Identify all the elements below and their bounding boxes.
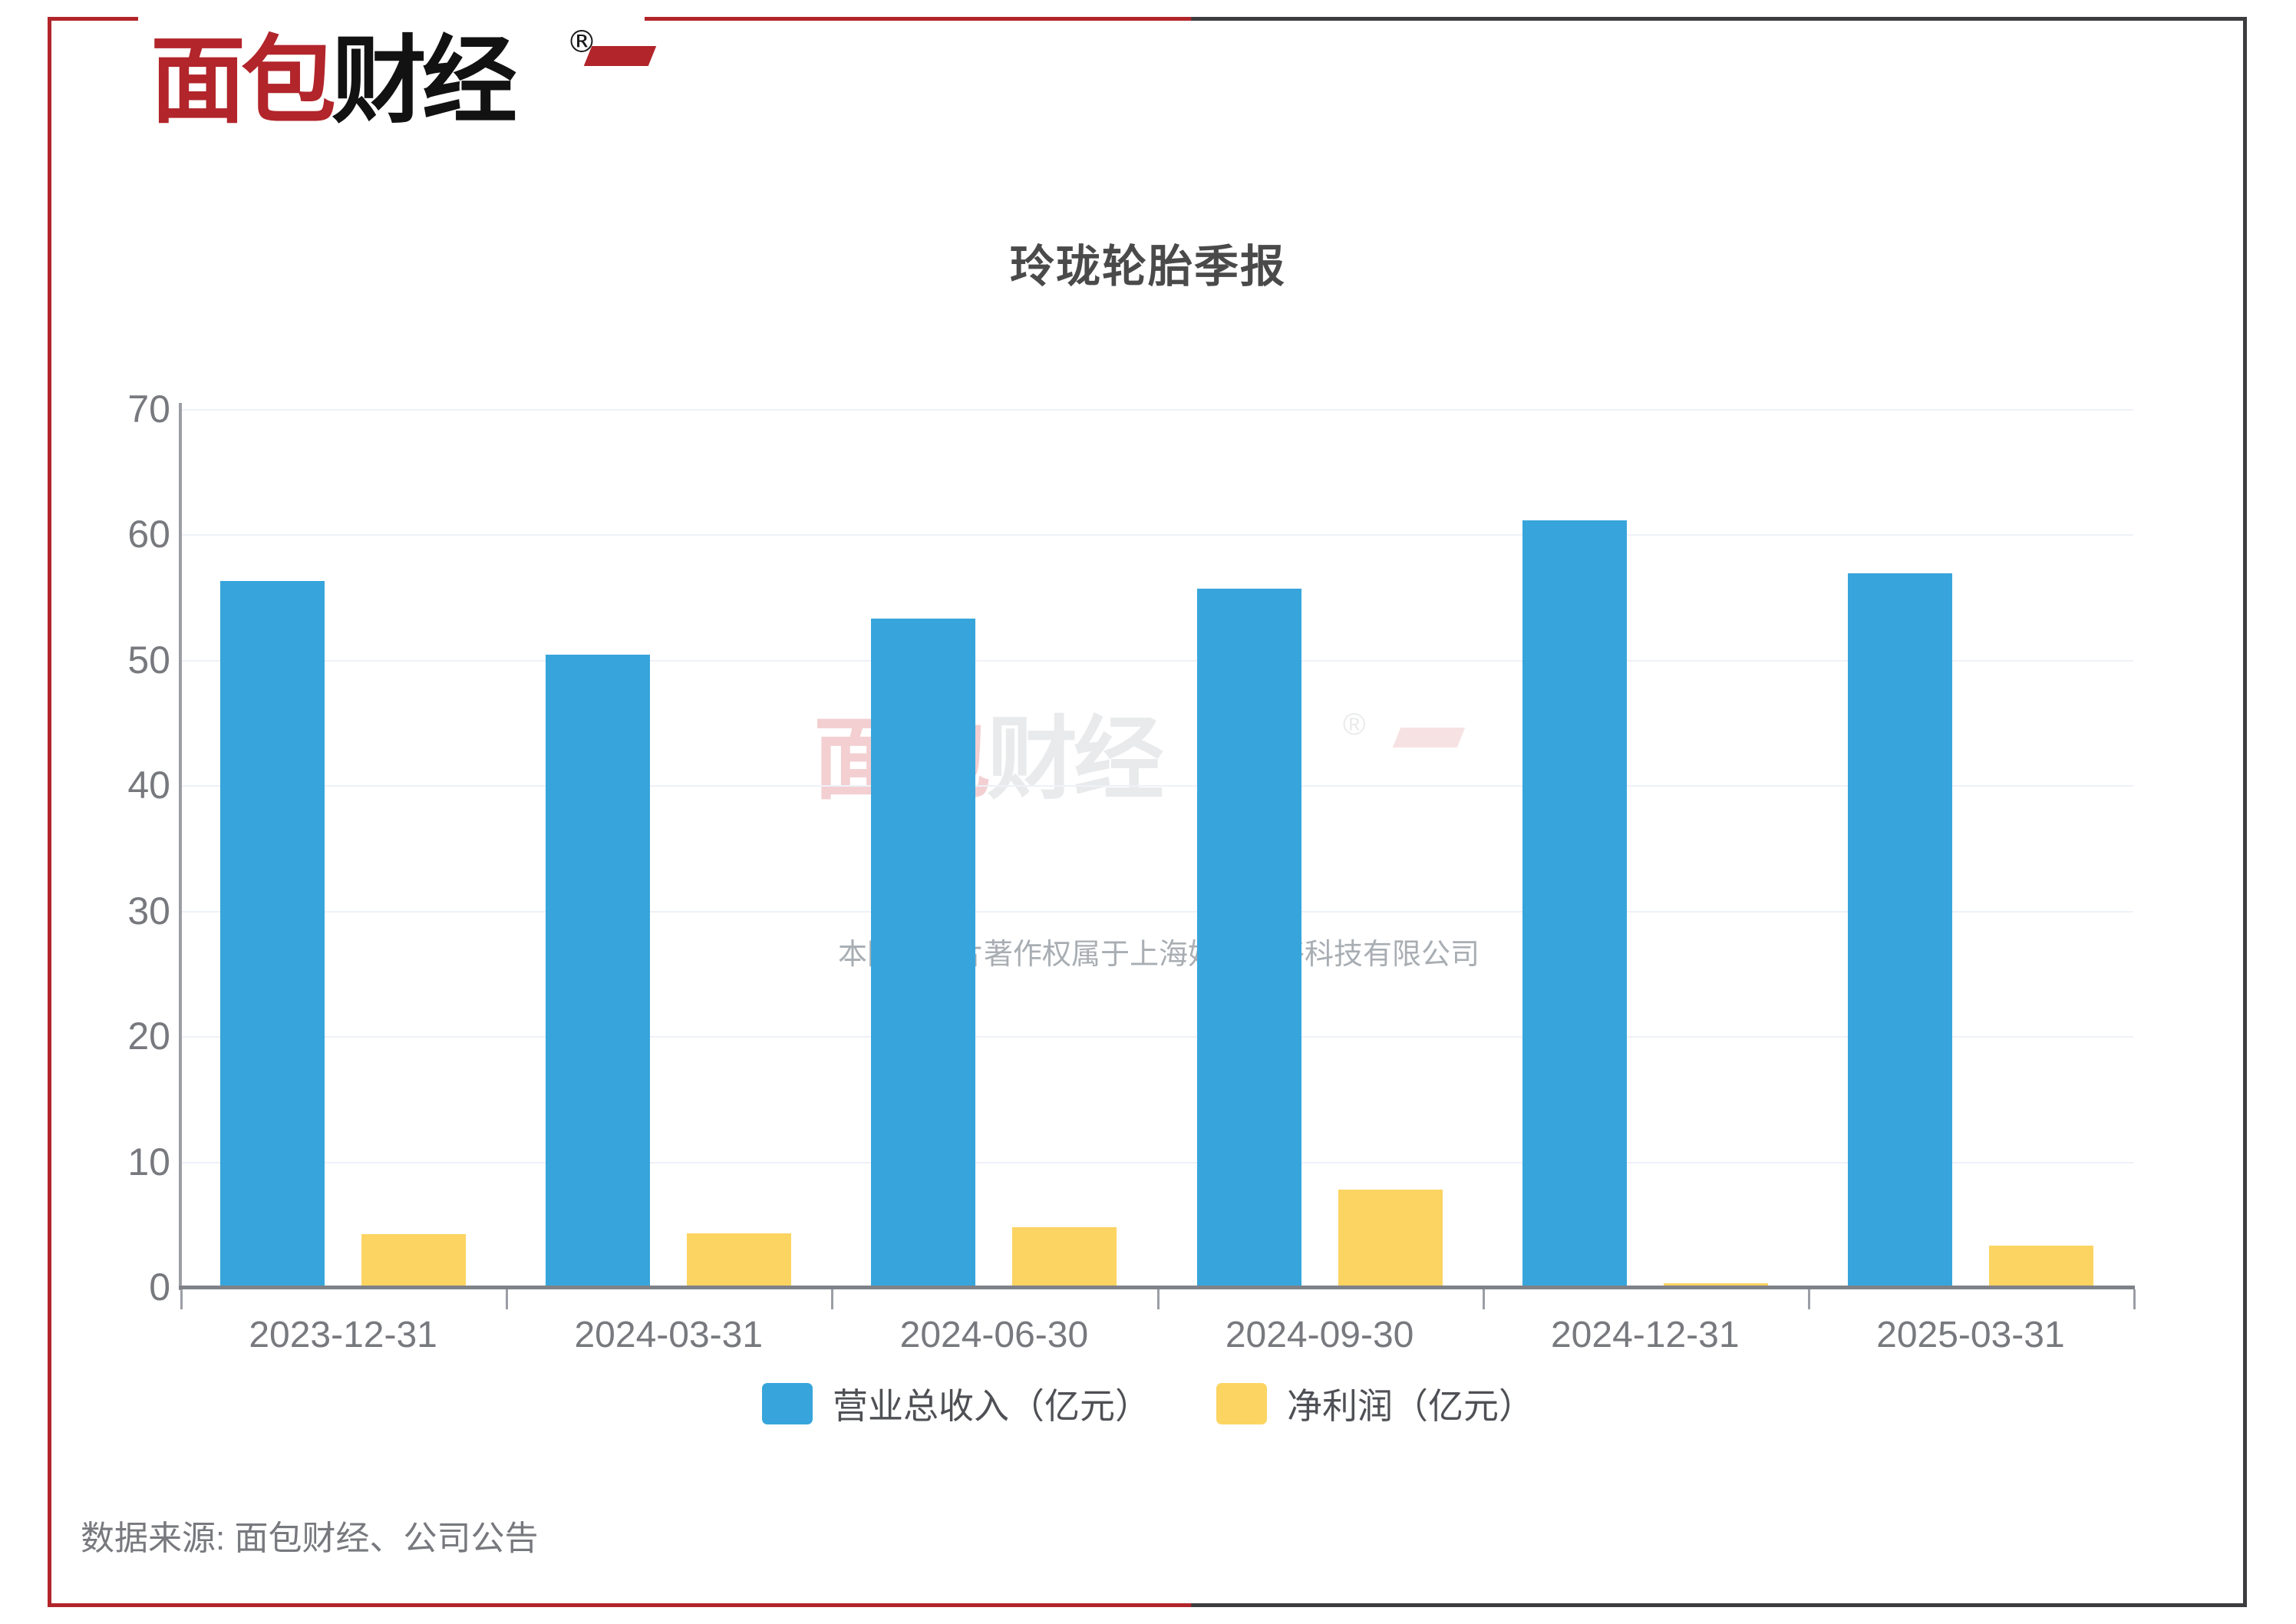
- border-logo-gap: [138, 6, 645, 32]
- gridline: [180, 534, 2133, 536]
- bar-revenue[interactable]: [1196, 588, 1301, 1287]
- x-axis-tick-label: 2023-12-31: [249, 1315, 437, 1355]
- x-axis-tick-label: 2024-03-31: [574, 1315, 764, 1355]
- logo-dark-text: 财经: [332, 26, 517, 137]
- y-axis-tick-label: 40: [127, 764, 170, 807]
- x-axis-tick: [2133, 1289, 2136, 1309]
- bar-profit[interactable]: [1988, 1246, 2093, 1287]
- bar-revenue[interactable]: [871, 618, 976, 1287]
- legend-item-revenue[interactable]: 营业总收入（亿元）: [762, 1378, 1150, 1429]
- legend-label: 营业总收入（亿元）: [833, 1386, 1150, 1426]
- bar-revenue[interactable]: [546, 655, 651, 1287]
- x-axis-line: [179, 1286, 2135, 1289]
- gridline: [180, 910, 2133, 913]
- bar-revenue[interactable]: [1847, 573, 1952, 1287]
- legend-item-profit[interactable]: 净利润（亿元）: [1216, 1378, 1534, 1429]
- x-axis-tick: [506, 1289, 509, 1309]
- gridline: [180, 1161, 2133, 1164]
- legend-label: 净利润（亿元）: [1287, 1386, 1534, 1426]
- bar-profit[interactable]: [687, 1233, 792, 1287]
- x-axis-tick-label: 2025-03-31: [1876, 1315, 2065, 1355]
- x-axis-tick: [1807, 1289, 1810, 1309]
- y-axis-tick-label: 60: [127, 513, 170, 556]
- y-axis-tick-label: 10: [127, 1140, 170, 1183]
- x-axis-tick: [831, 1289, 834, 1309]
- y-axis-tick-label: 30: [127, 889, 170, 932]
- logo-red-text: 面包: [150, 26, 336, 137]
- x-axis-tick: [1156, 1289, 1160, 1309]
- bar-profit[interactable]: [1338, 1189, 1443, 1287]
- y-axis-line: [179, 403, 182, 1290]
- x-axis-tick: [180, 1289, 183, 1309]
- legend-swatch-icon: [762, 1383, 813, 1424]
- bar-revenue[interactable]: [220, 580, 325, 1287]
- x-axis-tick-label: 2024-06-30: [899, 1315, 1089, 1355]
- bar-profit[interactable]: [361, 1234, 467, 1287]
- chart-legend: 营业总收入（亿元） 净利润（亿元）: [0, 1378, 2296, 1429]
- data-source-note: 数据来源: 面包财经、公司公告: [81, 1520, 539, 1557]
- x-axis-tick-label: 2024-09-30: [1225, 1315, 1414, 1355]
- y-axis-tick-label: 70: [127, 388, 170, 431]
- y-axis-tick-label: 0: [149, 1266, 170, 1309]
- gridline: [180, 1036, 2133, 1038]
- chart-title: 玲珑轮胎季报: [1009, 242, 1286, 292]
- x-axis-tick-label: 2024-12-31: [1550, 1315, 1740, 1355]
- brand-logo: 面包 财经 ®: [150, 20, 657, 143]
- bar-revenue[interactable]: [1522, 520, 1627, 1287]
- x-axis-tick: [1482, 1289, 1485, 1309]
- plot-canvas: [180, 409, 2133, 1289]
- gridline: [180, 409, 2133, 411]
- gridline: [180, 659, 2133, 662]
- gridline: [180, 785, 2133, 787]
- legend-swatch-icon: [1216, 1383, 1267, 1424]
- bar-profit[interactable]: [1012, 1226, 1117, 1287]
- bar-profit[interactable]: [1663, 1283, 1768, 1287]
- y-axis-tick-label: 50: [127, 638, 170, 682]
- y-axis-tick-label: 20: [127, 1015, 170, 1058]
